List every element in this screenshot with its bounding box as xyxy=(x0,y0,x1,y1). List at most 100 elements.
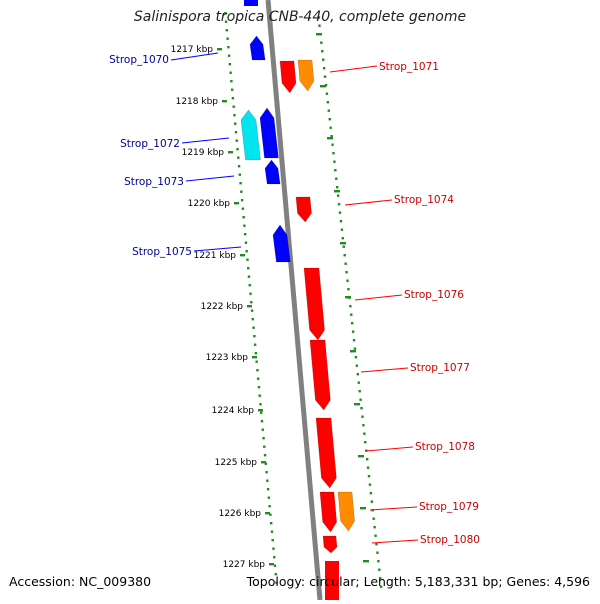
guide-dot xyxy=(243,224,246,227)
kbp-tick-label: 1224 kbp xyxy=(212,406,255,416)
guide-dot xyxy=(263,454,267,457)
kbp-tick-mark-right xyxy=(345,296,351,299)
kbp-tick-mark-right xyxy=(363,560,369,563)
forward-gene-arrow xyxy=(295,196,312,223)
guide-dot xyxy=(367,475,371,478)
gene-label: Strop_1080 xyxy=(420,534,480,546)
reverse-gene-arrow xyxy=(264,159,281,185)
kbp-tick-mark xyxy=(228,151,233,154)
genome-title: Salinispora tropica CNB-440, complete ge… xyxy=(133,9,467,25)
guide-dot xyxy=(338,211,342,214)
kbp-tick-mark xyxy=(217,48,222,51)
kbp-tick-label: 1222 kbp xyxy=(201,302,244,312)
reverse-gene-arrow xyxy=(249,35,266,61)
accession-text: Accession: NC_009380 xyxy=(9,574,152,589)
guide-dot xyxy=(317,16,320,19)
guide-dot xyxy=(350,322,354,325)
guide-dot xyxy=(322,67,326,70)
guide-dot xyxy=(266,488,270,491)
forward-gene-arrow xyxy=(297,59,315,92)
reverse-gene-arrow xyxy=(240,109,261,161)
guide-dot xyxy=(346,279,349,282)
guide-dot xyxy=(369,492,373,495)
guide-dot xyxy=(261,428,264,431)
guide-dot xyxy=(271,539,274,542)
guide-dot xyxy=(356,373,359,376)
forward-gene-arrow xyxy=(325,561,339,600)
gene-features xyxy=(240,0,355,600)
guide-dot xyxy=(368,483,372,486)
guide-dot xyxy=(245,250,248,253)
gene-label-leader xyxy=(181,137,230,144)
guide-dot xyxy=(347,288,350,291)
guide-dot xyxy=(273,556,276,559)
guide-dot xyxy=(236,148,239,151)
guide-dot xyxy=(321,58,325,61)
guide-dot xyxy=(262,437,265,440)
guide-dot xyxy=(240,190,243,193)
kbp-tick-label: 1226 kbp xyxy=(219,509,262,519)
gene-label: Strop_1078 xyxy=(415,441,475,453)
guide-dot xyxy=(337,203,341,206)
forward-gene-arrow xyxy=(315,417,337,489)
guide-dot xyxy=(363,432,366,435)
left-gene-labels: Strop_1070 Strop_1072 Strop_1073 Strop_1075 xyxy=(109,52,242,258)
kbp-tick-mark xyxy=(247,305,252,308)
guide-dot xyxy=(266,479,269,482)
guide-dot xyxy=(354,356,358,359)
kbp-tick-mark-right xyxy=(360,507,366,510)
guide-dot xyxy=(234,131,238,134)
guide-dot xyxy=(275,581,278,584)
gene-label-leader xyxy=(170,52,219,61)
guide-dot xyxy=(232,105,235,108)
guide-dot xyxy=(253,343,257,346)
guide-dot xyxy=(376,551,379,554)
kbp-tick-mark-right xyxy=(350,350,356,353)
kbp-tick-mark-right xyxy=(320,85,326,88)
guide-dot xyxy=(230,88,234,91)
gene-label-leader xyxy=(369,506,418,511)
guide-dot xyxy=(274,573,277,576)
kbp-tick-mark xyxy=(261,461,266,464)
guide-dot xyxy=(318,24,321,27)
kbp-tick-mark xyxy=(240,254,245,257)
guide-dot xyxy=(227,46,230,49)
guide-dot xyxy=(237,156,240,159)
guide-dot xyxy=(247,267,250,270)
guide-dot xyxy=(237,165,241,168)
guide-dot xyxy=(370,500,374,503)
guide-dot xyxy=(351,330,355,333)
guide-dot xyxy=(344,262,347,265)
gene-label-leader xyxy=(371,539,419,544)
guide-dot xyxy=(252,326,255,329)
guide-dot xyxy=(358,390,361,393)
guide-dot xyxy=(249,292,252,295)
guide-dot xyxy=(226,37,229,40)
guide-dot xyxy=(362,424,365,427)
kbp-tick-label: 1218 kbp xyxy=(176,97,219,107)
kbp-tick-label: 1227 kbp xyxy=(223,560,266,570)
guide-dot xyxy=(336,194,340,197)
guide-dot xyxy=(267,496,271,499)
guide-dot xyxy=(256,369,259,372)
guide-dot xyxy=(333,160,336,163)
guide-dot xyxy=(224,12,227,15)
forward-gene-arrow xyxy=(319,491,338,533)
guide-dot xyxy=(231,97,235,100)
gene-label-leader xyxy=(329,65,378,73)
kbp-tick-label: 1217 kbp xyxy=(171,45,214,55)
guide-dot xyxy=(373,526,376,529)
guide-dot xyxy=(323,75,327,78)
guide-dot xyxy=(366,466,370,469)
kbp-tick-label: 1219 kbp xyxy=(182,148,225,158)
guide-dot xyxy=(242,216,245,219)
guide-dot xyxy=(330,135,333,138)
guide-dot xyxy=(364,441,367,444)
guide-dot xyxy=(361,415,364,418)
gene-label: Strop_1077 xyxy=(410,362,470,374)
guide-dot xyxy=(250,301,253,304)
guide-dot xyxy=(357,381,360,384)
guide-dot xyxy=(329,126,332,129)
gene-label-leader xyxy=(360,367,409,373)
